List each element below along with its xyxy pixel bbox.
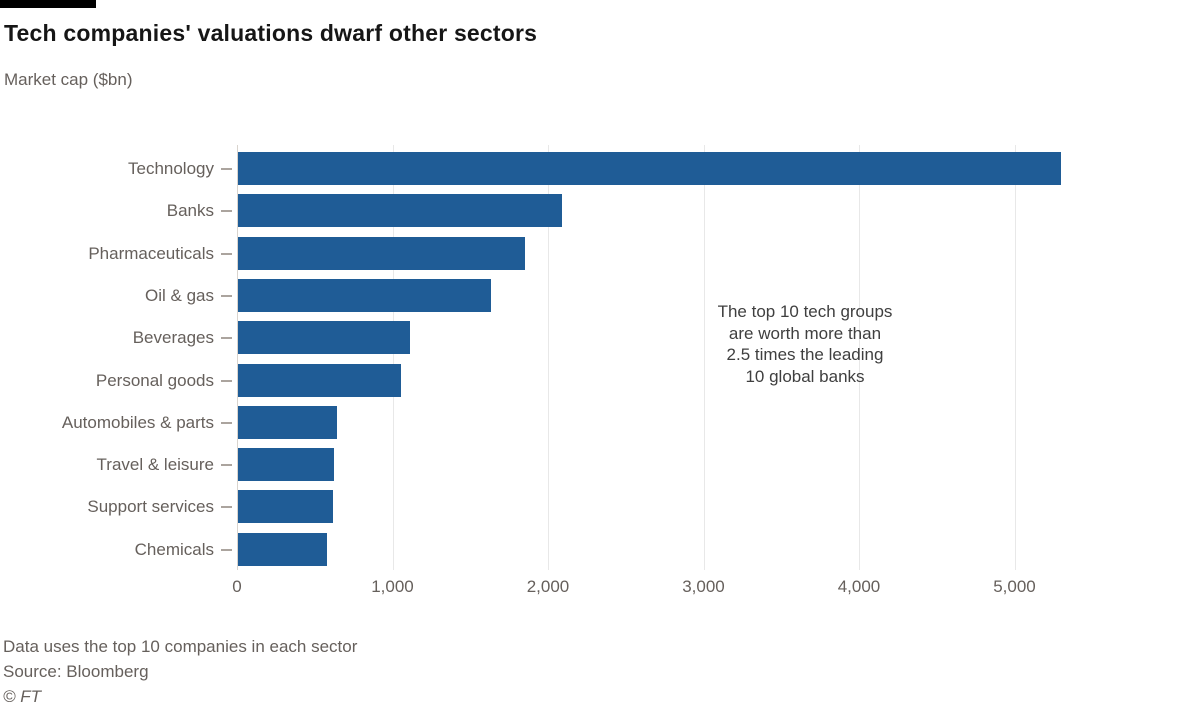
- x-tick-label: 2,000: [526, 577, 570, 596]
- bar: [238, 321, 410, 355]
- x-tick-label: 5,000: [993, 577, 1036, 596]
- y-axis-line: [237, 145, 238, 570]
- gridline: [1014, 145, 1016, 570]
- chart-footer: Data uses the top 10 companies in each s…: [3, 634, 357, 706]
- category-tick: [221, 294, 232, 297]
- bar: [238, 490, 333, 524]
- gridline: [703, 145, 705, 570]
- bar: [238, 236, 525, 270]
- category-label: Automobiles & parts: [61, 412, 214, 432]
- chart-title: Tech companies' valuations dwarf other s…: [4, 20, 538, 46]
- gridline: [859, 145, 860, 570]
- category-label: Travel & leisure: [96, 455, 214, 475]
- category-tick: [221, 168, 232, 170]
- chart-annotation: The top 10 tech groups are worth more th…: [717, 302, 893, 386]
- gridline: [548, 145, 549, 570]
- category-tick: [221, 421, 232, 424]
- category-label: Support services: [87, 497, 214, 517]
- category-label: Oil & gas: [145, 285, 214, 305]
- category-tick: [221, 210, 232, 213]
- bar: [238, 278, 492, 312]
- x-tick-label: 4,000: [837, 577, 881, 596]
- category-tick: [221, 464, 232, 467]
- gridline: [392, 145, 394, 570]
- footer-note: Data uses the top 10 companies in each s…: [3, 637, 358, 656]
- bar: [238, 532, 328, 566]
- category-label: Personal goods: [95, 370, 214, 390]
- category-tick: [221, 506, 232, 509]
- category-label: Beverages: [132, 328, 214, 348]
- category-label: Banks: [166, 201, 214, 221]
- bar: [238, 152, 1061, 185]
- category-label: Chemicals: [134, 539, 214, 559]
- x-tick-label: 1,000: [371, 577, 414, 596]
- category-tick: [221, 252, 232, 255]
- bar: [238, 194, 563, 228]
- bar: [238, 405, 337, 439]
- category-tick: [221, 548, 232, 551]
- ft-top-marker-bar: [0, 0, 96, 8]
- footer-copyright: © FT: [3, 687, 42, 706]
- bar: [238, 363, 402, 397]
- chart-subtitle: Market cap ($bn): [4, 70, 133, 89]
- bar: [238, 448, 334, 482]
- category-tick: [221, 379, 232, 382]
- category-tick: [221, 337, 232, 340]
- footer-source: Source: Bloomberg: [3, 662, 149, 681]
- x-tick-label: 3,000: [682, 577, 725, 596]
- x-tick-label: 0: [232, 577, 242, 596]
- category-label: Pharmaceuticals: [88, 243, 214, 263]
- category-label: Technology: [127, 159, 214, 178]
